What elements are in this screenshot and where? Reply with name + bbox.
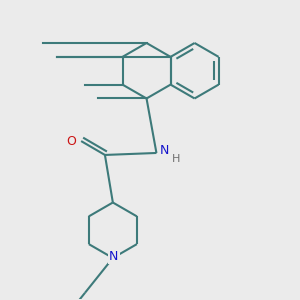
Text: O: O: [66, 135, 76, 148]
Text: N: N: [109, 250, 119, 262]
Text: H: H: [172, 154, 180, 164]
Text: N: N: [160, 143, 169, 157]
